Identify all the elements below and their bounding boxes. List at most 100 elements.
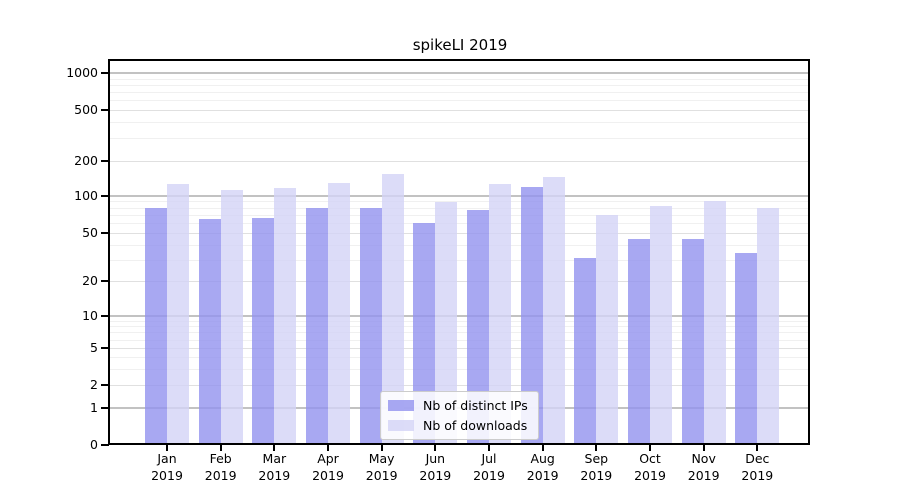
gridline-20 [110, 281, 810, 282]
gridline-4 [110, 357, 810, 358]
bar-downloads-nov [703, 201, 726, 445]
bar-downloads-jul [489, 183, 511, 445]
bar-distinct-ips-dec [735, 253, 758, 445]
gridline-7 [110, 332, 810, 334]
bar-distinct-ips-jan [145, 208, 167, 445]
x-tick-label-aug: Aug 2019 [526, 451, 559, 483]
bar-downloads-apr [328, 183, 350, 445]
y-tick-label-20: 20 [82, 273, 98, 288]
bar-distinct-ips-jul [467, 209, 489, 445]
gridline-40 [110, 244, 810, 246]
bar-downloads-aug [542, 176, 565, 445]
y-tick-label-200: 200 [74, 153, 98, 168]
y-tick-2 [101, 384, 109, 386]
gridline-6 [110, 339, 810, 341]
gridline-500 [110, 110, 810, 111]
y-tick-20 [101, 280, 109, 282]
gridlines-layer [110, 61, 810, 445]
y-tick-label-100: 100 [74, 187, 98, 203]
bar-downloads-sep [596, 214, 619, 445]
x-tick-jan [166, 445, 168, 451]
legend-swatch-distinct-ips-icon [388, 400, 414, 411]
bar-downloads-oct [650, 206, 672, 445]
plot-area: Nb of distinct IPs Nb of downloads [110, 61, 810, 445]
bar-distinct-ips-mar [252, 217, 275, 445]
y-tick-500 [101, 109, 109, 111]
bar-downloads-may [381, 174, 404, 445]
y-tick-10 [101, 315, 109, 317]
x-tick-apr [327, 445, 329, 451]
y-tick-label-0: 0 [90, 437, 98, 452]
gridline-30 [110, 259, 810, 261]
bar-downloads-mar [274, 188, 297, 445]
y-tick-label-1: 1 [90, 399, 98, 415]
x-tick-label-nov: Nov 2019 [687, 451, 720, 483]
y-tick-100 [101, 194, 109, 197]
y-tick-label-10: 10 [82, 308, 98, 323]
gridline-10 [110, 315, 810, 317]
gridline-1000 [110, 72, 810, 74]
y-tick-label-2: 2 [90, 377, 98, 392]
legend-item-downloads: Nb of downloads [388, 418, 528, 433]
bar-distinct-ips-may [359, 208, 382, 445]
gridline-300 [110, 138, 810, 140]
x-tick-feb [219, 445, 222, 451]
x-tick-jul [488, 445, 490, 451]
x-tick-label-feb: Feb 2019 [204, 451, 237, 483]
x-tick-label-jul: Jul 2019 [473, 451, 505, 483]
legend-item-distinct-ips: Nb of distinct IPs [388, 398, 528, 413]
bars-layer [110, 61, 810, 445]
legend: Nb of distinct IPs Nb of downloads [380, 391, 539, 440]
gridline-3 [110, 368, 810, 370]
y-tick-1000 [101, 72, 109, 74]
x-tick-dec [756, 445, 759, 451]
x-tick-mar [273, 445, 276, 451]
y-tick-label-5: 5 [90, 340, 98, 355]
bar-distinct-ips-oct [628, 238, 650, 445]
gridline-2 [110, 385, 810, 386]
x-tick-label-dec: Dec 2019 [741, 451, 774, 483]
x-tick-label-jan: Jan 2019 [151, 451, 183, 483]
chart-title: spikeLI 2019 [412, 36, 508, 54]
y-tick-1 [101, 406, 109, 409]
gridline-80 [110, 207, 810, 209]
bar-distinct-ips-sep [574, 258, 597, 445]
x-tick-label-may: May 2019 [365, 451, 398, 483]
legend-label-downloads: Nb of downloads [423, 418, 528, 433]
x-tick-label-oct: Oct 2019 [634, 451, 666, 483]
bar-downloads-jun [435, 201, 458, 445]
x-tick-label-apr: Apr 2019 [312, 451, 344, 483]
y-tick-200 [101, 160, 109, 162]
gridline-700 [110, 92, 810, 94]
y-tick-label-1000: 1000 [66, 65, 98, 80]
x-tick-may [380, 445, 383, 451]
x-tick-oct [649, 445, 651, 451]
gridline-800 [110, 84, 810, 86]
gridline-8 [110, 326, 810, 328]
legend-swatch-downloads-icon [388, 420, 414, 431]
x-tick-nov [702, 445, 705, 451]
x-tick-sep [595, 445, 598, 451]
y-tick-0 [101, 444, 109, 446]
gridline-9 [110, 320, 810, 322]
gridline-60 [110, 223, 810, 225]
bar-downloads-jan [167, 183, 189, 445]
bar-downloads-feb [220, 190, 243, 445]
y-tick-5 [101, 347, 109, 349]
x-tick-label-mar: Mar 2019 [258, 451, 291, 483]
gridline-900 [110, 78, 810, 80]
x-tick-jun [434, 445, 437, 451]
gridline-90 [110, 201, 810, 203]
bar-distinct-ips-aug [520, 187, 543, 445]
gridline-5 [110, 348, 810, 349]
x-tick-label-sep: Sep 2019 [580, 451, 613, 483]
legend-label-distinct-ips: Nb of distinct IPs [423, 398, 528, 413]
gridline-400 [110, 122, 810, 124]
y-tick-label-50: 50 [82, 225, 98, 240]
bar-distinct-ips-apr [306, 208, 328, 445]
y-tick-label-500: 500 [74, 102, 98, 117]
bar-distinct-ips-nov [681, 238, 704, 445]
x-tick-aug [541, 445, 544, 451]
gridline-600 [110, 100, 810, 102]
